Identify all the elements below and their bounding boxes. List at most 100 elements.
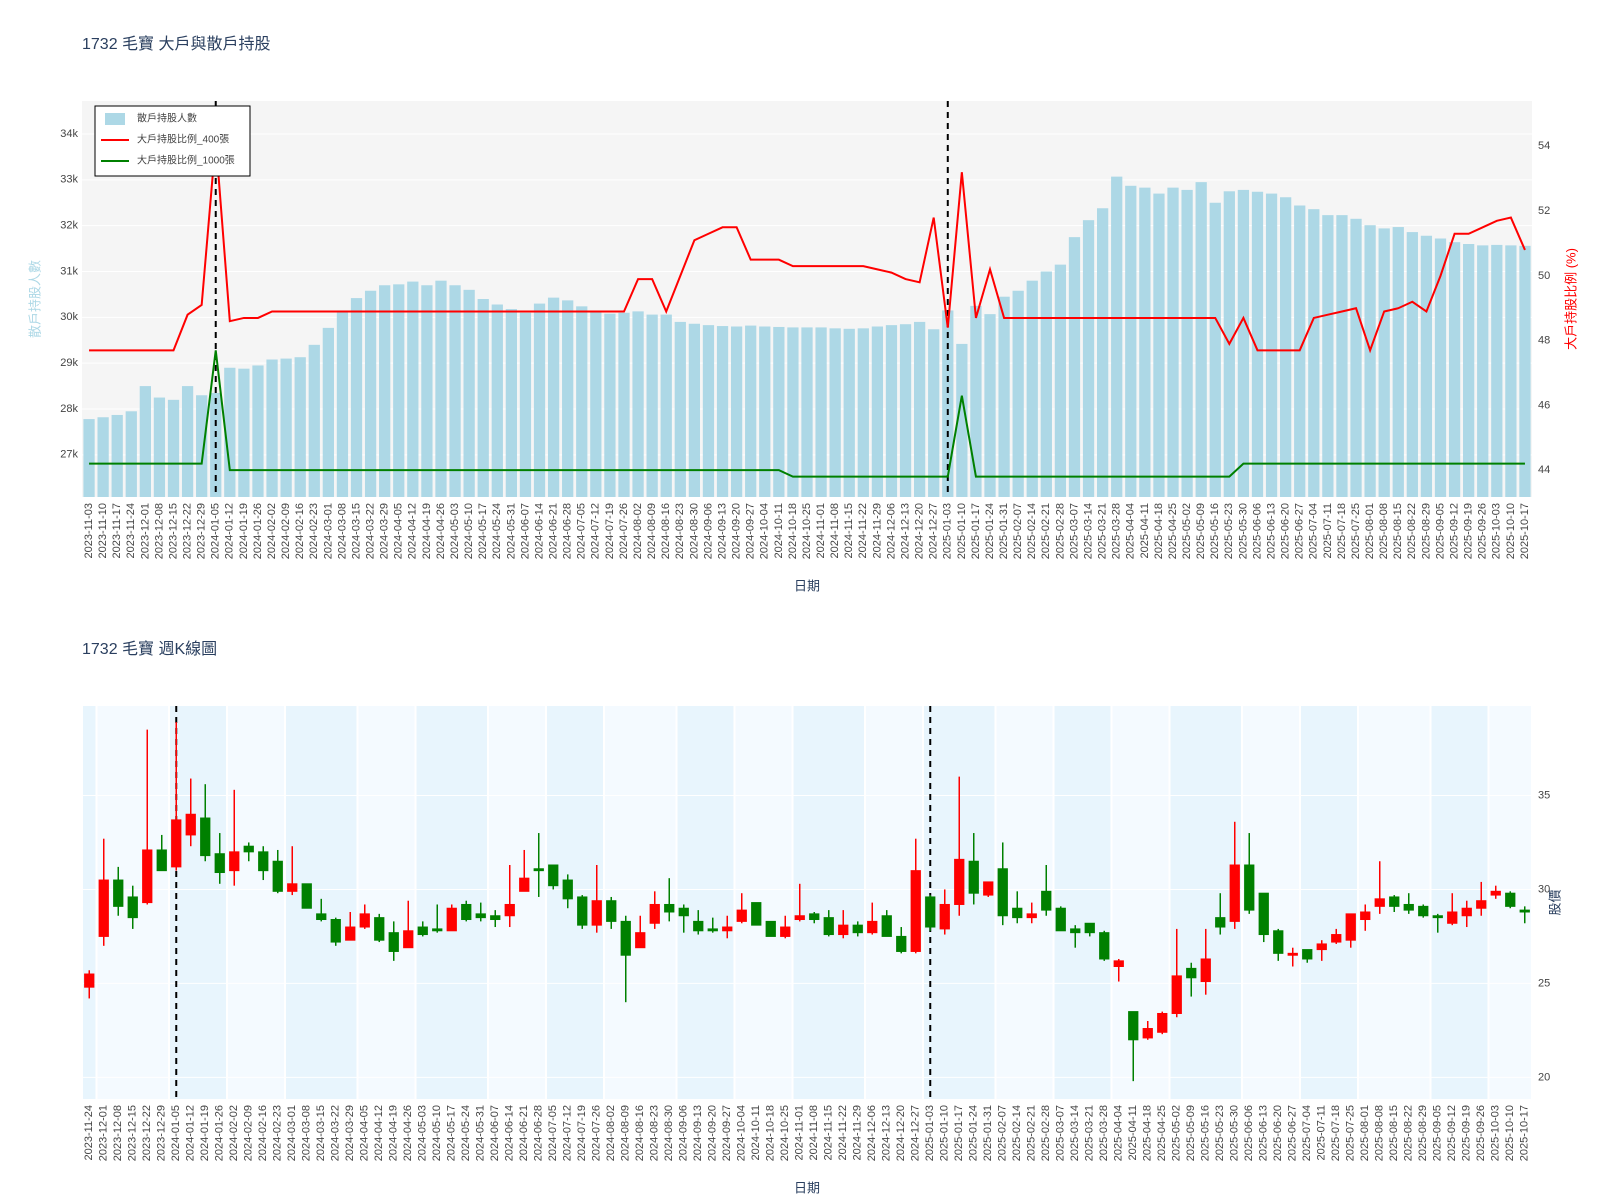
x-tick-label: 2024-09-20 bbox=[707, 1105, 719, 1161]
x-tick-label: 2025-08-22 bbox=[1406, 503, 1418, 559]
x-tick-label: 2025-01-03 bbox=[942, 503, 954, 559]
x-tick-label: 2025-03-14 bbox=[1069, 1105, 1081, 1161]
x-tick-label: 2024-07-05 bbox=[576, 503, 588, 559]
x-tick-label: 2025-02-07 bbox=[997, 1105, 1009, 1161]
x-tick-label: 2024-06-07 bbox=[519, 503, 531, 559]
y-tick-label: 25 bbox=[1538, 977, 1550, 989]
candle-body bbox=[1215, 917, 1226, 928]
x-tick-label: 2025-03-21 bbox=[1097, 503, 1109, 559]
x-tick-label: 2025-05-16 bbox=[1200, 1105, 1212, 1161]
x-tick-label: 2024-08-09 bbox=[646, 503, 658, 559]
x-tick-label: 2024-11-08 bbox=[829, 503, 841, 558]
y2-tick-label: 48 bbox=[1538, 335, 1550, 347]
x-tick-label: 2024-05-24 bbox=[460, 1105, 472, 1161]
x-tick-label: 2025-08-29 bbox=[1417, 1105, 1429, 1161]
x-tick-label: 2023-12-08 bbox=[112, 1105, 124, 1161]
x-tick-label: 2024-12-13 bbox=[881, 1105, 893, 1161]
month-band bbox=[677, 706, 734, 1099]
x-tick-label: 2025-08-15 bbox=[1392, 503, 1404, 559]
bar bbox=[1519, 245, 1531, 497]
bar bbox=[604, 313, 616, 497]
candle-body bbox=[1041, 890, 1052, 911]
bar bbox=[533, 303, 546, 497]
bar bbox=[463, 289, 475, 497]
bar bbox=[913, 321, 926, 497]
bar bbox=[1251, 191, 1264, 497]
bar bbox=[562, 300, 574, 497]
x-tick-label: 2024-08-02 bbox=[632, 503, 644, 559]
candle-body bbox=[432, 928, 443, 932]
y2-tick-label: 50 bbox=[1538, 270, 1550, 282]
x-tick-label: 2025-04-04 bbox=[1113, 1105, 1125, 1161]
x-tick-label: 2024-04-12 bbox=[407, 503, 419, 559]
x-tick-label: 2025-04-25 bbox=[1167, 503, 1179, 559]
bar bbox=[350, 298, 363, 497]
candle-body bbox=[577, 896, 588, 926]
candle-body bbox=[765, 920, 776, 937]
candle-body bbox=[1142, 1028, 1153, 1039]
y-tick-label: 29k bbox=[60, 357, 78, 369]
bar bbox=[1392, 227, 1404, 497]
bar bbox=[1125, 185, 1137, 497]
y-tick-label: 20 bbox=[1538, 1071, 1550, 1083]
candle-body bbox=[519, 877, 530, 892]
bar bbox=[547, 297, 560, 497]
y-tick-label: 30 bbox=[1538, 883, 1550, 895]
x-tick-label: 2024-04-26 bbox=[435, 503, 447, 559]
candle-body bbox=[446, 907, 457, 932]
x-tick-label: 2024-04-05 bbox=[359, 1105, 371, 1161]
bar bbox=[224, 367, 236, 497]
bar bbox=[646, 314, 658, 497]
candle-body bbox=[939, 903, 950, 930]
x-tick-label: 2025-07-18 bbox=[1336, 503, 1348, 559]
x-tick-label: 2024-04-19 bbox=[388, 1105, 400, 1161]
x-tick-label: 2024-06-07 bbox=[489, 1105, 501, 1161]
candle-body bbox=[983, 881, 994, 896]
candle-body bbox=[809, 913, 820, 921]
x-tick-label: 2025-09-05 bbox=[1434, 503, 1446, 559]
x-tick-label: 2025-02-28 bbox=[1040, 1105, 1052, 1161]
x-tick-label: 2025-07-25 bbox=[1350, 503, 1362, 559]
bar bbox=[1068, 237, 1081, 497]
candle-body bbox=[142, 849, 153, 904]
x-tick-label: 2024-09-13 bbox=[716, 503, 728, 559]
x-tick-label: 2024-12-06 bbox=[885, 503, 897, 559]
x-tick-label: 2024-08-16 bbox=[660, 503, 672, 559]
candle-body bbox=[1519, 909, 1530, 913]
candle-body bbox=[910, 870, 921, 952]
bar bbox=[421, 285, 433, 497]
x-tick-label: 2025-01-10 bbox=[939, 1105, 951, 1161]
x-tick-label: 2024-03-15 bbox=[315, 1105, 327, 1161]
candle-body bbox=[1171, 975, 1182, 1014]
x-tick-label: 2024-04-26 bbox=[402, 1105, 414, 1161]
bar bbox=[238, 368, 250, 497]
y-tick-label: 31k bbox=[60, 265, 78, 277]
candle-body bbox=[1476, 900, 1487, 909]
x-tick-label: 2024-08-23 bbox=[649, 1105, 661, 1161]
candle-body bbox=[606, 900, 617, 922]
candle-body bbox=[852, 924, 863, 934]
x-tick-label: 2024-05-03 bbox=[417, 1105, 429, 1161]
candle-body bbox=[272, 860, 283, 892]
x-tick-label: 2025-02-07 bbox=[1012, 503, 1024, 559]
candle-body bbox=[243, 845, 254, 853]
x-axis-title: 日期 bbox=[794, 1180, 820, 1195]
bar bbox=[1477, 245, 1489, 497]
candle-body bbox=[1070, 928, 1081, 934]
bar bbox=[843, 328, 855, 497]
candle-body bbox=[896, 935, 907, 952]
candle-body bbox=[316, 913, 327, 921]
bar bbox=[773, 326, 785, 497]
line bbox=[89, 350, 1525, 478]
x-tick-label: 2025-08-29 bbox=[1420, 503, 1432, 559]
month-band bbox=[1112, 706, 1169, 1099]
x-tick-label: 2024-02-02 bbox=[228, 1105, 240, 1161]
bar bbox=[956, 343, 968, 497]
candle-body bbox=[229, 851, 240, 872]
candle-body bbox=[171, 819, 182, 868]
x-tick-label: 2025-01-03 bbox=[924, 1105, 936, 1161]
x-tick-label: 2024-05-31 bbox=[505, 503, 517, 559]
x-tick-label: 2025-09-05 bbox=[1432, 1105, 1444, 1161]
x-tick-label: 2025-05-23 bbox=[1214, 1105, 1226, 1161]
x-tick-label: 2024-07-19 bbox=[576, 1105, 588, 1161]
